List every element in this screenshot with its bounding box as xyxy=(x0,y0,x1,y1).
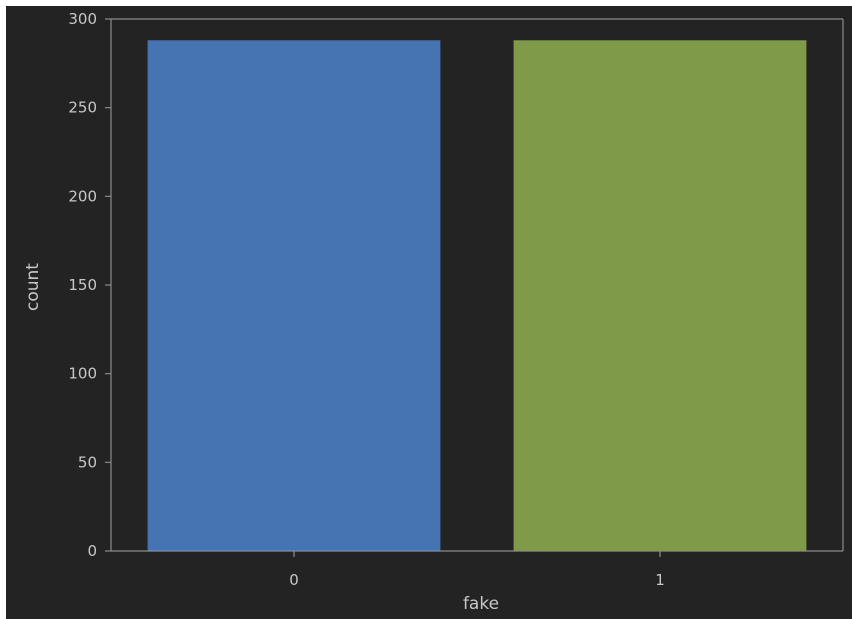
bar-1 xyxy=(513,40,807,551)
plot-area xyxy=(110,18,844,552)
bar-0 xyxy=(147,40,441,551)
y-tick-label: 250 xyxy=(68,99,97,117)
x-tick-label: 1 xyxy=(655,571,665,589)
x-axis-label: fake xyxy=(463,594,499,614)
y-tick-label: 0 xyxy=(87,542,97,560)
y-tick-label: 50 xyxy=(78,453,97,471)
x-tick-label: 0 xyxy=(289,571,299,589)
y-tick-label: 150 xyxy=(68,276,97,294)
y-tick-label: 200 xyxy=(68,187,97,205)
y-tick-label: 100 xyxy=(68,365,97,383)
y-tick-label: 300 xyxy=(68,10,97,28)
y-axis-label: count xyxy=(23,263,43,311)
y-axis: 0 50 100 150 200 250 300 xyxy=(68,10,111,560)
